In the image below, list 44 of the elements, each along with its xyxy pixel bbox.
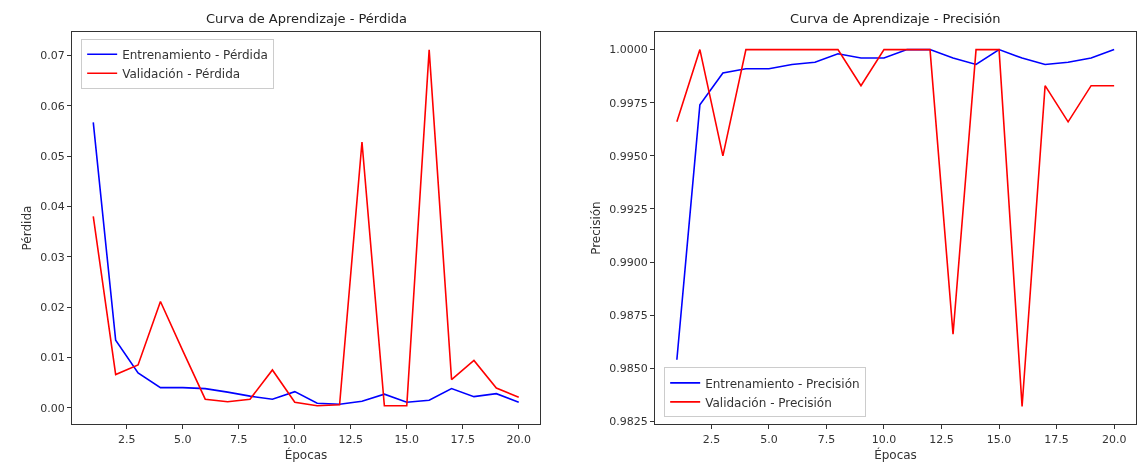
x-tick-label: 12.5	[338, 432, 364, 446]
y-tick-label: 0.05	[40, 149, 65, 163]
y-tick-label: 0.9950	[609, 149, 648, 163]
x-tick-label: 20.0	[1101, 432, 1127, 446]
x-tick-label: 15.0	[394, 432, 420, 446]
chart-title: Curva de Aprendizaje - Precisión	[790, 11, 1001, 26]
y-axis-title: Precisión	[588, 201, 603, 255]
x-tick-label: 7.5	[230, 432, 248, 446]
x-tick-label: 12.5	[929, 432, 954, 446]
y-tick-label: 0.9925	[609, 202, 648, 216]
y-tick-label: 0.9900	[609, 255, 648, 269]
line-series	[92, 49, 520, 407]
x-tick-label: 2.5	[118, 432, 136, 446]
y-tick-label: 0.9975	[609, 96, 648, 110]
y-tick-label: 0.9850	[609, 362, 648, 376]
chart-title: Curva de Aprendizaje - Pérdida	[206, 11, 408, 26]
x-tick-label: 17.5	[450, 432, 475, 446]
legend-label: Entrenamiento - Pérdida	[122, 47, 268, 62]
y-tick-label: 0.06	[40, 99, 65, 113]
y-tick-label: 0.00	[40, 401, 65, 415]
y-tick-label: 1.0000	[609, 43, 648, 57]
y-tick-label: 0.01	[40, 351, 65, 365]
x-tick-label: 10.0	[871, 432, 897, 446]
x-axis-title: Épocas	[874, 447, 917, 463]
y-tick-label: 0.02	[40, 300, 65, 314]
x-tick-label: 15.0	[986, 432, 1012, 446]
y-tick-label: 0.04	[40, 200, 65, 214]
x-tick-label: 17.5	[1044, 432, 1069, 446]
x-tick-label: 5.0	[760, 432, 778, 446]
x-tick-label: 5.0	[174, 432, 192, 446]
y-tick-label: 0.9875	[609, 308, 648, 322]
y-tick-label: 0.03	[40, 250, 65, 264]
x-axis-title: Épocas	[284, 447, 328, 463]
legend-label: Validación - Precisión	[705, 395, 832, 410]
x-tick-label: 7.5	[817, 432, 836, 446]
y-axis-title: Pérdida	[19, 205, 34, 251]
x-tick-label: 20.0	[506, 432, 531, 446]
line-series	[92, 121, 520, 406]
legend-label: Entrenamiento - Precisión	[705, 376, 860, 391]
x-tick-label: 2.5	[702, 432, 721, 446]
legend-label: Validación - Pérdida	[122, 66, 241, 81]
x-tick-label: 10.0	[282, 432, 308, 446]
y-tick-label: 0.07	[40, 49, 65, 63]
y-tick-label: 0.9825	[609, 415, 648, 429]
